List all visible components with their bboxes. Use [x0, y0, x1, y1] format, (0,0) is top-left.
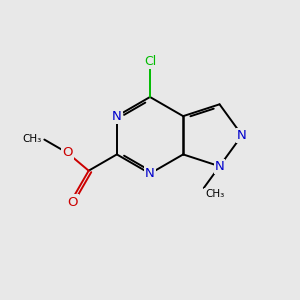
Text: N: N	[112, 110, 122, 123]
Text: Cl: Cl	[144, 55, 156, 68]
Text: O: O	[62, 146, 73, 160]
Text: N: N	[215, 160, 224, 173]
Text: O: O	[68, 196, 78, 208]
Text: CH₃: CH₃	[23, 134, 42, 144]
Text: N: N	[145, 167, 155, 180]
Text: CH₃: CH₃	[205, 189, 224, 199]
Text: N: N	[237, 129, 247, 142]
